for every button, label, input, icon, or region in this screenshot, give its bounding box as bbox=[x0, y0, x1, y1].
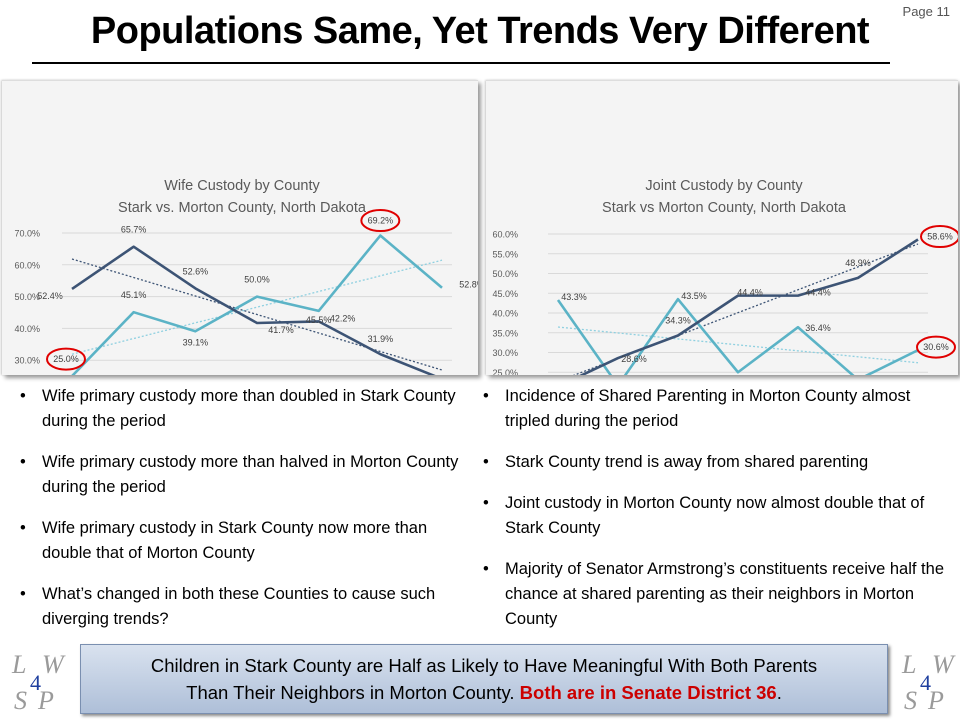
series-line-morton bbox=[579, 238, 919, 375]
trendline-stark bbox=[557, 326, 919, 364]
data-label: 25.0% bbox=[745, 374, 771, 375]
data-label: 52.4% bbox=[37, 291, 63, 301]
series-line-morton bbox=[71, 245, 436, 375]
data-label: 43.5% bbox=[681, 291, 707, 301]
list-item: Wife primary custody more than halved in… bbox=[12, 450, 472, 500]
y-tick-label: 60.0% bbox=[14, 260, 40, 270]
highlight-circle bbox=[920, 225, 958, 249]
logo-number: 4 bbox=[920, 670, 931, 695]
logo-letter: L bbox=[902, 650, 917, 679]
data-label: 43.3% bbox=[561, 292, 587, 302]
logo-letter: P bbox=[38, 686, 54, 715]
page-number: Page 11 bbox=[902, 4, 950, 19]
data-label: 36.4% bbox=[805, 323, 831, 333]
joint-custody-chart-svg: Joint Custody by County Stark vs Morton C… bbox=[492, 178, 958, 375]
chart-subtitle: Stark vs. Morton County, North Dakota bbox=[118, 200, 367, 216]
y-tick-label: 50.0% bbox=[492, 269, 518, 279]
data-label: 34.3% bbox=[665, 316, 691, 326]
data-label: 42.2% bbox=[330, 313, 356, 323]
banner-line-2-text: Than Their Neighbors in Morton County. bbox=[186, 682, 520, 703]
list-item: Joint custody in Morton County now almos… bbox=[475, 491, 955, 541]
right-bullet-list: Incidence of Shared Parenting in Morton … bbox=[475, 384, 955, 648]
list-item: Wife primary custody in Stark County now… bbox=[12, 516, 472, 566]
y-tick-label: 70.0% bbox=[14, 229, 40, 239]
logo-letter: S bbox=[14, 686, 27, 715]
lwsp-logo-right: L W 4 S P bbox=[898, 650, 960, 716]
data-label: 69.2% bbox=[368, 216, 394, 226]
trendline-morton bbox=[71, 258, 443, 371]
y-tick-label: 45.0% bbox=[492, 289, 518, 299]
banner-line-1: Children in Stark County are Half as Lik… bbox=[150, 655, 818, 676]
data-label: 44.4% bbox=[737, 288, 763, 298]
chart-title: Joint Custody by County bbox=[645, 178, 803, 194]
wife-custody-chart-svg: Wife Custody by County Stark vs. Morton C… bbox=[14, 178, 478, 375]
data-label: 50.0% bbox=[244, 275, 270, 285]
data-label: 45.1% bbox=[121, 290, 147, 300]
left-bullet-list: Wife primary custody more than doubled i… bbox=[12, 384, 472, 648]
list-item: Incidence of Shared Parenting in Morton … bbox=[475, 384, 955, 434]
y-tick-label: 40.0% bbox=[492, 309, 518, 319]
data-label: 52.8% bbox=[459, 280, 478, 290]
banner-highlight: Both are in Senate District 36 bbox=[519, 682, 777, 703]
data-label: 41.7% bbox=[268, 325, 294, 335]
data-label: 30.6% bbox=[923, 342, 949, 352]
highlight-circle bbox=[46, 347, 86, 371]
logo-letter: P bbox=[928, 686, 944, 715]
data-label: 25.0% bbox=[53, 354, 79, 364]
data-label: 45.5% bbox=[306, 315, 332, 325]
y-tick-label: 25.0% bbox=[492, 368, 518, 375]
highlight-circle bbox=[360, 209, 401, 233]
summary-banner: Children in Stark County are Half as Lik… bbox=[80, 644, 888, 714]
list-item: Wife primary custody more than doubled i… bbox=[12, 384, 472, 434]
data-label: 48.9% bbox=[845, 258, 871, 268]
data-label: 65.7% bbox=[121, 225, 147, 235]
joint-custody-chart: Joint Custody by County Stark vs Morton C… bbox=[486, 80, 958, 375]
logo-letter: W bbox=[42, 650, 64, 679]
logo-letter: L bbox=[12, 650, 27, 679]
y-tick-label: 55.0% bbox=[492, 249, 518, 259]
logo-number: 4 bbox=[30, 670, 41, 695]
list-item: What’s changed in both these Counties to… bbox=[12, 582, 472, 632]
wife-custody-chart: Wife Custody by County Stark vs. Morton C… bbox=[2, 80, 478, 375]
y-tick-label: 30.0% bbox=[14, 356, 40, 366]
y-tick-label: 60.0% bbox=[492, 230, 518, 240]
y-tick-label: 35.0% bbox=[492, 328, 518, 338]
data-label: 31.9% bbox=[368, 334, 394, 344]
data-label: 52.6% bbox=[183, 266, 209, 276]
data-label: 44.4% bbox=[805, 288, 831, 298]
title-underline bbox=[32, 62, 890, 64]
banner-line-2: Than Their Neighbors in Morton County. B… bbox=[81, 679, 887, 706]
y-tick-label: 30.0% bbox=[492, 348, 518, 358]
series-line-stark bbox=[556, 297, 919, 375]
data-label: 58.6% bbox=[927, 232, 953, 242]
data-label: 39.1% bbox=[183, 337, 209, 347]
banner-period: . bbox=[776, 682, 782, 703]
data-label: 28.6% bbox=[621, 354, 647, 364]
logo-letter: S bbox=[904, 686, 917, 715]
lwsp-logo-left: L W 4 S P bbox=[8, 650, 74, 716]
logo-letter: W bbox=[932, 650, 954, 679]
y-tick-label: 50.0% bbox=[14, 292, 40, 302]
slide-title: Populations Same, Yet Trends Very Differ… bbox=[90, 10, 870, 52]
chart-title: Wife Custody by County bbox=[164, 178, 320, 194]
y-tick-label: 40.0% bbox=[14, 324, 40, 334]
chart-subtitle: Stark vs Morton County, North Dakota bbox=[602, 200, 847, 216]
highlight-circle bbox=[916, 335, 956, 359]
list-item: Majority of Senator Armstrong’s constitu… bbox=[475, 557, 955, 632]
series-line-stark bbox=[71, 234, 443, 375]
list-item: Stark County trend is away from shared p… bbox=[475, 450, 955, 475]
